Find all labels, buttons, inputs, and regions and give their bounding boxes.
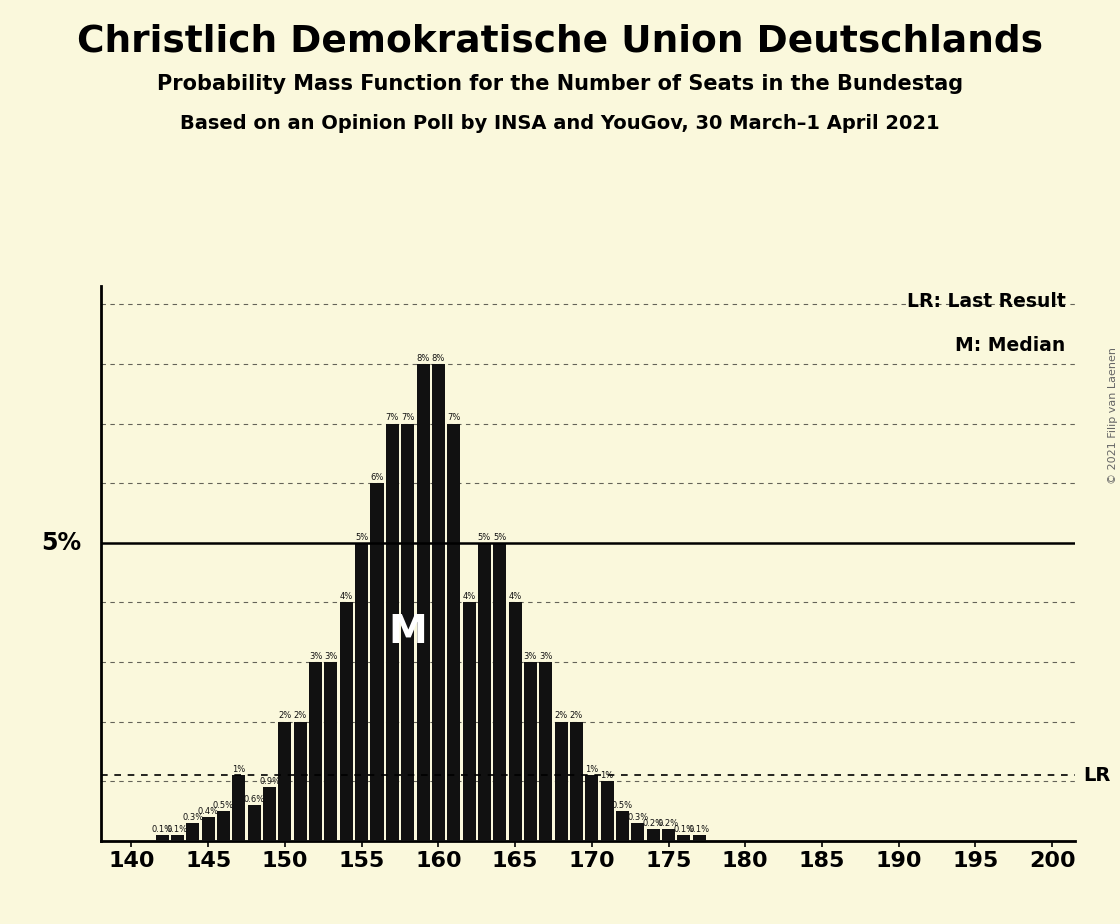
Bar — [478, 542, 491, 841]
Text: Based on an Opinion Poll by INSA and YouGov, 30 March–1 April 2021: Based on an Opinion Poll by INSA and You… — [180, 114, 940, 133]
Bar — [417, 364, 430, 841]
Bar — [662, 829, 675, 841]
Text: 5%: 5% — [493, 532, 506, 541]
Text: 0.1%: 0.1% — [689, 825, 710, 833]
Bar — [232, 775, 245, 841]
Text: 8%: 8% — [431, 354, 445, 363]
Bar — [171, 835, 184, 841]
Bar — [385, 423, 399, 841]
Bar — [432, 364, 445, 841]
Bar — [401, 423, 414, 841]
Text: 7%: 7% — [447, 413, 460, 422]
Text: 3%: 3% — [309, 651, 323, 661]
Text: 0.2%: 0.2% — [643, 819, 664, 828]
Text: 5%: 5% — [41, 530, 82, 554]
Text: 8%: 8% — [417, 354, 430, 363]
Bar — [186, 823, 199, 841]
Text: 0.5%: 0.5% — [213, 801, 234, 809]
Text: 5%: 5% — [478, 532, 491, 541]
Bar — [217, 811, 230, 841]
Text: 1%: 1% — [600, 771, 614, 780]
Bar — [355, 542, 368, 841]
Text: 1%: 1% — [232, 765, 245, 774]
Text: 7%: 7% — [385, 413, 399, 422]
Text: 0.3%: 0.3% — [183, 813, 204, 821]
Bar — [586, 775, 598, 841]
Text: 0.1%: 0.1% — [167, 825, 188, 833]
Text: 0.5%: 0.5% — [612, 801, 633, 809]
Bar — [279, 722, 291, 841]
Bar — [339, 602, 353, 841]
Bar — [493, 542, 506, 841]
Text: LR: Last Result: LR: Last Result — [907, 292, 1065, 311]
Bar — [309, 662, 323, 841]
Text: 3%: 3% — [539, 651, 552, 661]
Bar — [447, 423, 460, 841]
Bar — [570, 722, 584, 841]
Bar — [524, 662, 536, 841]
Bar — [539, 662, 552, 841]
Text: 7%: 7% — [401, 413, 414, 422]
Text: 0.9%: 0.9% — [259, 777, 280, 786]
Text: 2%: 2% — [554, 711, 568, 721]
Text: © 2021 Filip van Laenen: © 2021 Filip van Laenen — [1108, 347, 1118, 484]
Text: 3%: 3% — [325, 651, 337, 661]
Text: 4%: 4% — [463, 592, 476, 602]
Bar — [463, 602, 476, 841]
Text: 0.1%: 0.1% — [673, 825, 694, 833]
Text: 4%: 4% — [339, 592, 353, 602]
Text: Probability Mass Function for the Number of Seats in the Bundestag: Probability Mass Function for the Number… — [157, 74, 963, 94]
Bar — [646, 829, 660, 841]
Text: 0.6%: 0.6% — [244, 795, 264, 804]
Bar — [632, 823, 644, 841]
Bar — [678, 835, 690, 841]
Text: M: M — [389, 614, 427, 651]
Text: 2%: 2% — [570, 711, 584, 721]
Bar — [156, 835, 169, 841]
Bar — [371, 483, 383, 841]
Text: 0.1%: 0.1% — [151, 825, 172, 833]
Bar — [554, 722, 568, 841]
Bar — [508, 602, 522, 841]
Text: M: Median: M: Median — [955, 336, 1065, 356]
Text: 0.2%: 0.2% — [657, 819, 679, 828]
Bar — [263, 787, 277, 841]
Bar — [325, 662, 337, 841]
Bar — [616, 811, 629, 841]
Bar — [693, 835, 706, 841]
Text: 2%: 2% — [293, 711, 307, 721]
Text: Christlich Demokratische Union Deutschlands: Christlich Demokratische Union Deutschla… — [77, 23, 1043, 59]
Text: LR: LR — [1083, 766, 1111, 784]
Text: 6%: 6% — [371, 473, 384, 482]
Text: 2%: 2% — [278, 711, 291, 721]
Text: 0.3%: 0.3% — [627, 813, 648, 821]
Text: 5%: 5% — [355, 532, 368, 541]
Bar — [600, 781, 614, 841]
Bar — [202, 817, 215, 841]
Text: 4%: 4% — [508, 592, 522, 602]
Text: 1%: 1% — [586, 765, 598, 774]
Bar — [293, 722, 307, 841]
Text: 0.4%: 0.4% — [197, 807, 218, 816]
Text: 3%: 3% — [524, 651, 538, 661]
Bar — [248, 805, 261, 841]
